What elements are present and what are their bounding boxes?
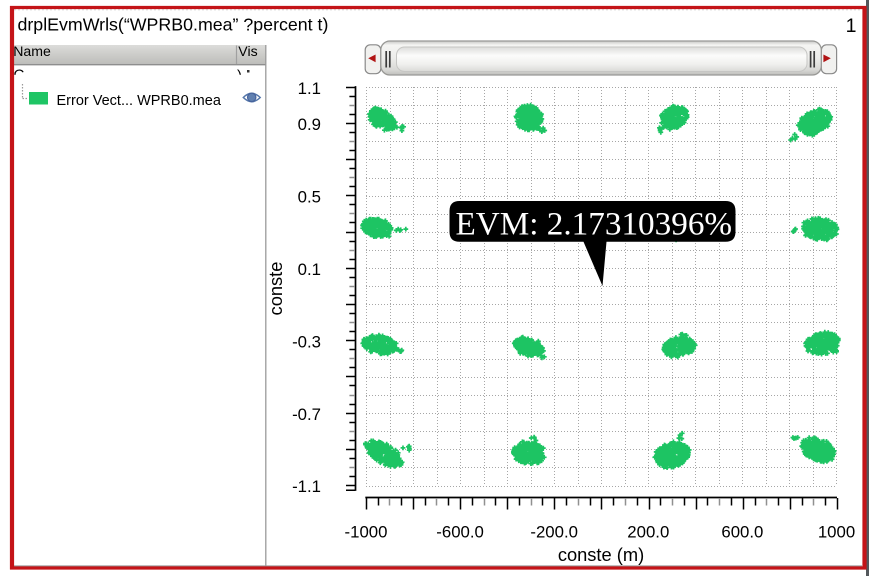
svg-text:-600.0: -600.0 <box>436 523 484 542</box>
svg-text:Vis: Vis <box>238 43 257 59</box>
svg-text:EVM: 2.17310396%: EVM: 2.17310396% <box>456 206 733 243</box>
svg-text:-1000: -1000 <box>345 523 388 542</box>
svg-text:drplEvmWrls(“WPRB0.mea” ?perce: drplEvmWrls(“WPRB0.mea” ?percent t) <box>18 15 329 35</box>
svg-text:Name: Name <box>13 43 51 59</box>
svg-text:-1.1: -1.1 <box>292 477 321 496</box>
svg-text:-200.0: -200.0 <box>530 523 578 542</box>
svg-text:600.0: 600.0 <box>721 523 763 542</box>
svg-text:conste (m): conste (m) <box>558 544 644 565</box>
svg-text:200.0: 200.0 <box>627 523 669 542</box>
svg-text:Error Vect... WPRB0.mea: Error Vect... WPRB0.mea <box>57 93 222 109</box>
svg-text:0.9: 0.9 <box>298 115 321 134</box>
svg-text:conste: conste <box>265 262 286 316</box>
svg-text:1: 1 <box>846 15 857 37</box>
svg-text:C: C <box>14 67 25 84</box>
svg-text:1000: 1000 <box>818 523 855 542</box>
svg-text:0.1: 0.1 <box>298 260 321 279</box>
svg-text:-0.3: -0.3 <box>292 332 321 351</box>
svg-text:0.5: 0.5 <box>298 188 321 207</box>
svg-text:-0.7: -0.7 <box>292 405 321 424</box>
svg-text:): ) <box>237 68 242 85</box>
svg-text:1.1: 1.1 <box>298 79 321 98</box>
